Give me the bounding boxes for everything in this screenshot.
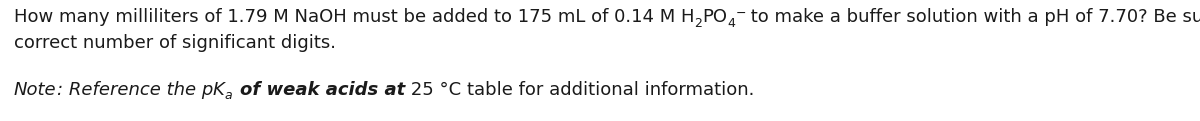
Text: 25 °C: 25 °C bbox=[406, 81, 467, 99]
Text: table for additional information.: table for additional information. bbox=[467, 81, 755, 99]
Text: a: a bbox=[224, 89, 233, 102]
Text: −: − bbox=[736, 7, 745, 20]
Text: : Reference the p: : Reference the p bbox=[56, 81, 212, 99]
Text: PO: PO bbox=[702, 8, 727, 26]
Text: correct number of significant digits.: correct number of significant digits. bbox=[14, 34, 336, 52]
Text: How many milliliters of 1.79 M NaOH must be added to 175 mL of 0.14 M H: How many milliliters of 1.79 M NaOH must… bbox=[14, 8, 695, 26]
Text: 2: 2 bbox=[695, 17, 702, 30]
Text: of weak acids at: of weak acids at bbox=[240, 81, 406, 99]
Text: K: K bbox=[212, 81, 224, 99]
Text: to make a buffer solution with a pH of 7.70? Be sure your answer has the: to make a buffer solution with a pH of 7… bbox=[745, 8, 1200, 26]
Text: 4: 4 bbox=[727, 17, 736, 30]
Text: Note: Note bbox=[14, 81, 56, 99]
